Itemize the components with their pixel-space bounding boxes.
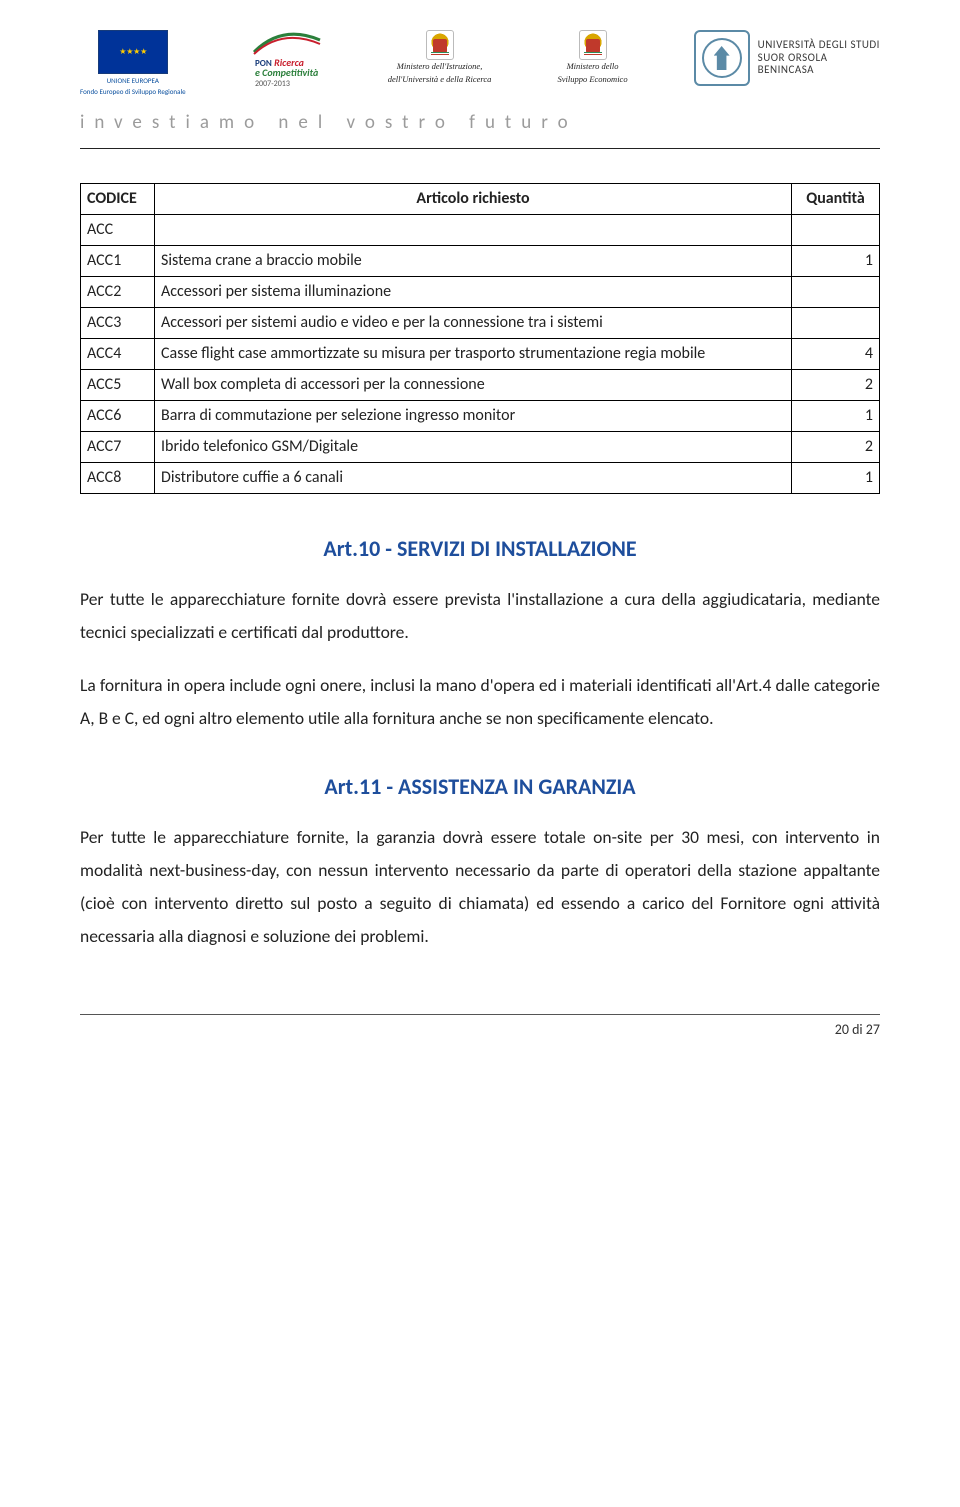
cell-code: ACC8 (81, 462, 155, 493)
min1-line2: dell'Università e della Ricerca (388, 73, 492, 86)
footer-rule (80, 1014, 880, 1015)
page-number: 20 di 27 (80, 1019, 880, 1040)
emblem-icon (426, 30, 454, 60)
art11-para1: Per tutte le apparecchiature fornite, la… (80, 821, 880, 954)
emblem-icon (579, 30, 607, 60)
cell-desc: Ibrido telefonico GSM/Digitale (155, 431, 792, 462)
table-row: ACC5Wall box completa di accessori per l… (81, 369, 880, 400)
cell-qty (792, 214, 880, 245)
min2-line2: Sviluppo Economico (557, 73, 627, 86)
col-codice: CODICE (81, 183, 155, 214)
cell-desc (155, 214, 792, 245)
art10-para2: La fornitura in opera include ogni onere… (80, 669, 880, 736)
tagline: investiamo nel vostro futuro (80, 103, 880, 148)
col-articolo: Articolo richiesto (155, 183, 792, 214)
cell-qty: 1 (792, 245, 880, 276)
cell-code: ACC6 (81, 400, 155, 431)
ricerca-text: PON Ricerca e Competitività 2007-2013 (255, 58, 318, 88)
cell-qty (792, 307, 880, 338)
art10-para1: Per tutte le apparecchiature fornite dov… (80, 583, 880, 650)
table-row: ACC4Casse flight case ammortizzate su mi… (81, 338, 880, 369)
table-row: ACC6Barra di commutazione per selezione … (81, 400, 880, 431)
swoosh-icon (252, 30, 322, 58)
cell-desc: Sistema crane a braccio mobile (155, 245, 792, 276)
cell-qty: 1 (792, 462, 880, 493)
eu-caption: UNIONE EUROPEA Fondo Europeo di Sviluppo… (80, 76, 186, 97)
logo-eu: UNIONE EUROPEA Fondo Europeo di Sviluppo… (80, 30, 186, 97)
logo-ministero-sviluppo: Ministero dello Sviluppo Economico (557, 30, 627, 86)
cell-desc: Casse flight case ammortizzate su misura… (155, 338, 792, 369)
logo-universita: UNIVERSITÀ DEGLI STUDI SUOR ORSOLA BENIN… (694, 30, 880, 86)
cell-qty: 2 (792, 369, 880, 400)
table-row: ACC (81, 214, 880, 245)
min1-line1: Ministero dell'Istruzione, (397, 60, 483, 73)
page-header: UNIONE EUROPEA Fondo Europeo di Sviluppo… (80, 30, 880, 103)
eu-flag-icon (98, 30, 168, 74)
university-seal-icon (694, 30, 750, 86)
section-title-art10: Art.10 - SERVIZI DI INSTALLAZIONE (80, 532, 880, 565)
accessories-table: CODICE Articolo richiesto Quantità ACCAC… (80, 183, 880, 494)
cell-code: ACC3 (81, 307, 155, 338)
cell-code: ACC (81, 214, 155, 245)
col-quantita: Quantità (792, 183, 880, 214)
cell-qty: 1 (792, 400, 880, 431)
cell-desc: Accessori per sistemi audio e video e pe… (155, 307, 792, 338)
cell-desc: Barra di commutazione per selezione ingr… (155, 400, 792, 431)
cell-code: ACC2 (81, 276, 155, 307)
cell-qty (792, 276, 880, 307)
cell-code: ACC4 (81, 338, 155, 369)
table-header-row: CODICE Articolo richiesto Quantità (81, 183, 880, 214)
cell-code: ACC5 (81, 369, 155, 400)
cell-desc: Distributore cuffie a 6 canali (155, 462, 792, 493)
table-row: ACC1Sistema crane a braccio mobile1 (81, 245, 880, 276)
min2-line1: Ministero dello (567, 60, 619, 73)
table-row: ACC2Accessori per sistema illuminazione (81, 276, 880, 307)
header-rule (80, 148, 880, 149)
competitivita-word: e Competitività (255, 66, 318, 79)
cell-desc: Accessori per sistema illuminazione (155, 276, 792, 307)
university-name: UNIVERSITÀ DEGLI STUDI SUOR ORSOLA BENIN… (758, 39, 880, 77)
ricerca-years: 2007-2013 (255, 79, 290, 89)
cell-code: ACC1 (81, 245, 155, 276)
cell-code: ACC7 (81, 431, 155, 462)
cell-qty: 4 (792, 338, 880, 369)
logo-pon-ricerca: PON Ricerca e Competitività 2007-2013 (252, 30, 322, 88)
cell-desc: Wall box completa di accessori per la co… (155, 369, 792, 400)
logo-ministero-istruzione: Ministero dell'Istruzione, dell'Universi… (388, 30, 492, 86)
table-row: ACC3Accessori per sistemi audio e video … (81, 307, 880, 338)
table-row: ACC8Distributore cuffie a 6 canali1 (81, 462, 880, 493)
section-title-art11: Art.11 - ASSISTENZA IN GARANZIA (80, 770, 880, 803)
uni-line3: BENINCASA (758, 64, 880, 77)
uni-line1: UNIVERSITÀ DEGLI STUDI (758, 39, 880, 52)
cell-qty: 2 (792, 431, 880, 462)
table-row: ACC7Ibrido telefonico GSM/Digitale2 (81, 431, 880, 462)
